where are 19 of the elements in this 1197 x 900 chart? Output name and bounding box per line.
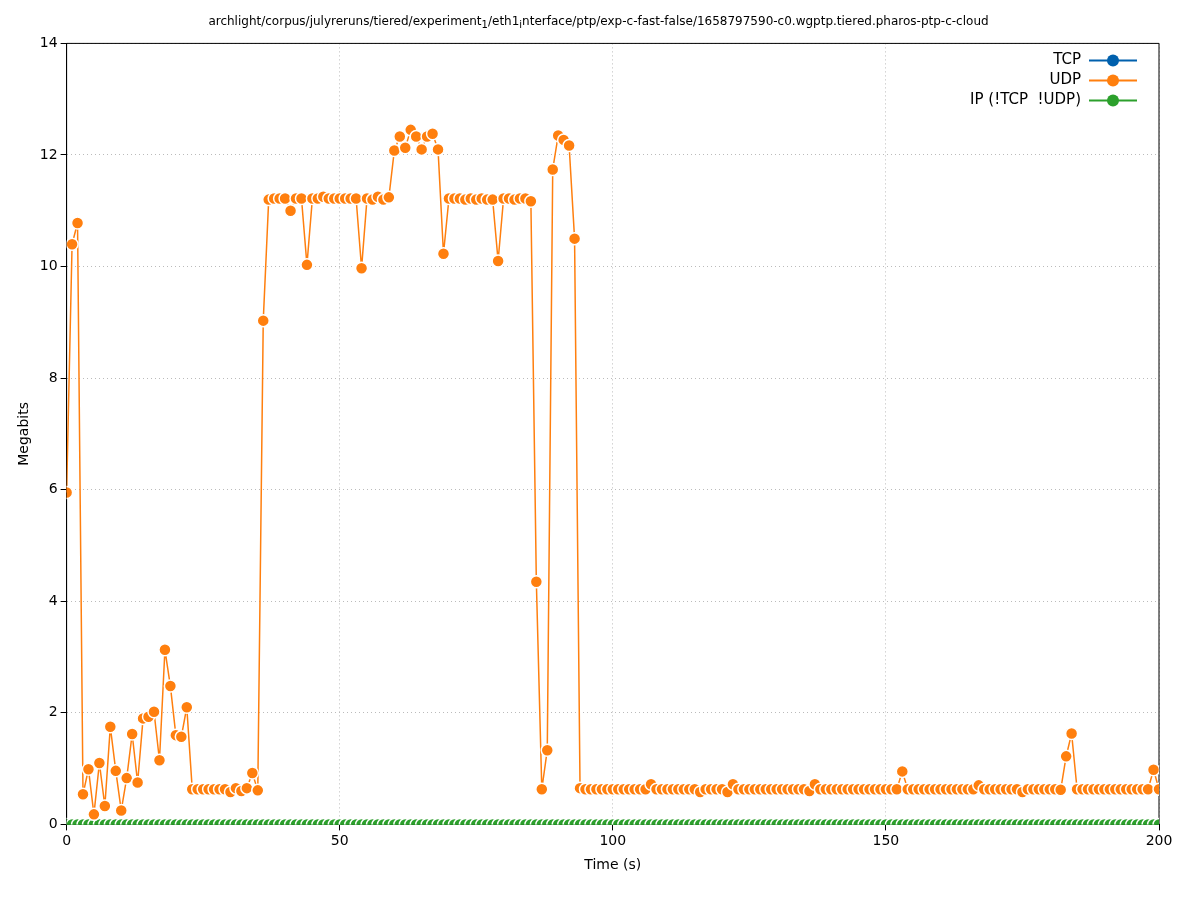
y-tick-label: 4 — [48, 592, 58, 609]
x-tick-label: 200 — [1145, 832, 1173, 849]
legend-label: IP (!TCP !UDP) — [970, 90, 1081, 109]
y-tick-label: 6 — [48, 480, 58, 497]
y-tick-label: 14 — [39, 34, 58, 51]
x-tick-label: 100 — [599, 832, 627, 849]
x-tick-label: 150 — [872, 832, 900, 849]
y-tick-label: 2 — [48, 703, 58, 720]
x-tick-label: 50 — [330, 832, 349, 849]
y-tick-label: 12 — [39, 146, 58, 162]
x-tick-label: 0 — [62, 832, 72, 849]
chart-title: archlight/corpus/julyreruns/tiered/experiment$_{1}$/eth1$_{i}$nterface/ptp/exp-c-fast-false/1658797590-c0.wgptp.tiered.pharos-ptp-c-cloud — [207, 13, 990, 33]
y-tick-label: 8 — [48, 369, 58, 386]
y-tick-label: 10 — [39, 257, 58, 274]
legend-label: TCP — [1052, 50, 1081, 69]
y-axis-title: Megabits — [15, 402, 32, 467]
legend-label: UDP — [1049, 70, 1081, 89]
x-axis-title: Time (s) — [583, 856, 642, 873]
y-tick-label: 0 — [48, 815, 58, 832]
